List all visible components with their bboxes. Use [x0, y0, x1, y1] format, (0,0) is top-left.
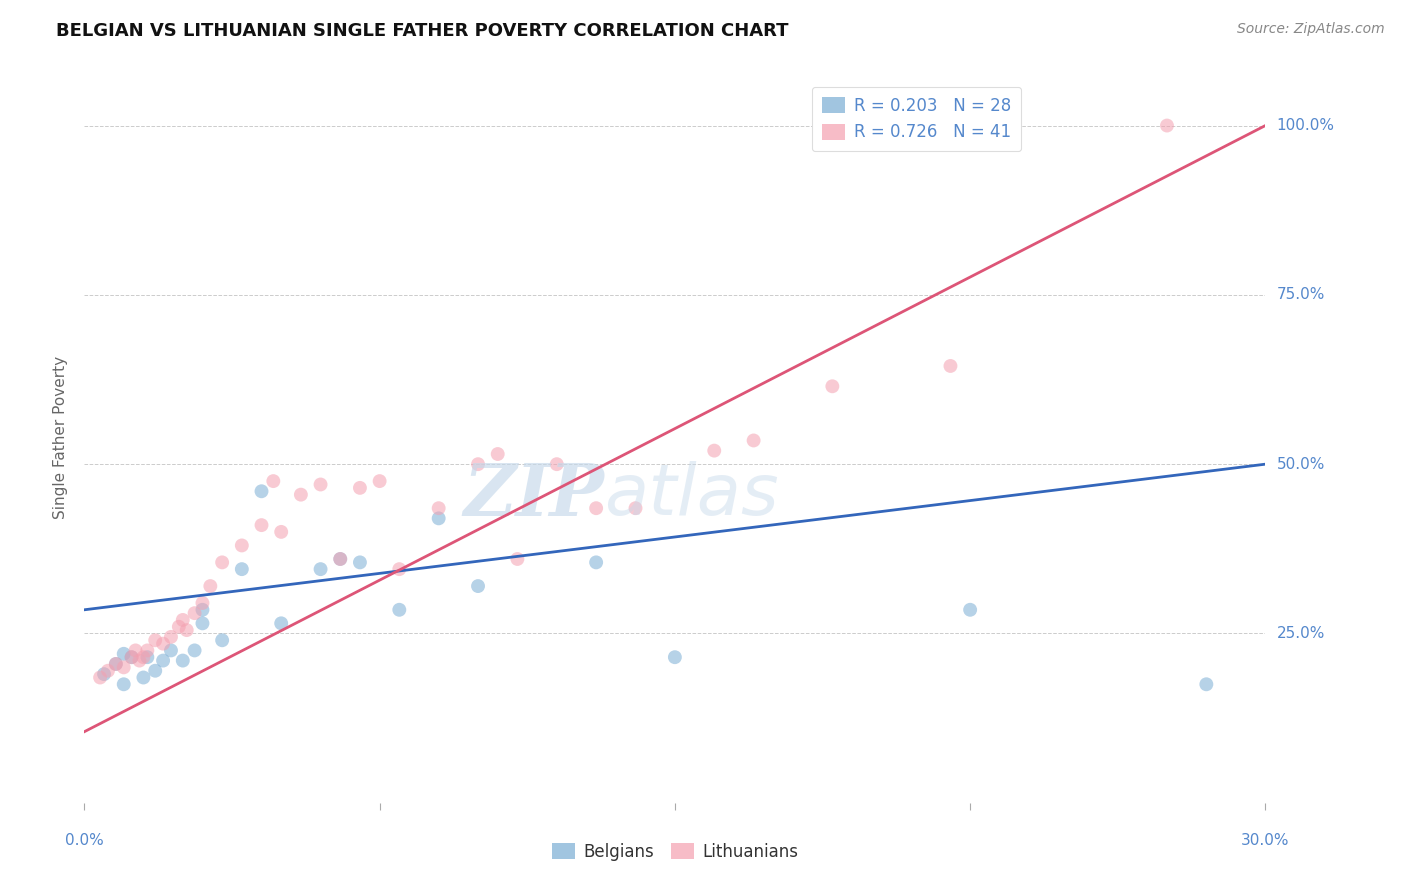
Text: BELGIAN VS LITHUANIAN SINGLE FATHER POVERTY CORRELATION CHART: BELGIAN VS LITHUANIAN SINGLE FATHER POVE… — [56, 22, 789, 40]
Point — [742, 434, 765, 448]
Text: 100.0%: 100.0% — [1277, 118, 1334, 133]
Point — [89, 671, 111, 685]
Point — [585, 555, 607, 569]
Point — [160, 630, 183, 644]
Point — [136, 643, 159, 657]
Point — [112, 660, 135, 674]
Text: ZIP: ZIP — [463, 460, 605, 531]
Point — [624, 501, 647, 516]
Point — [183, 606, 205, 620]
Point — [329, 552, 352, 566]
Point — [132, 671, 155, 685]
Point — [939, 359, 962, 373]
Point — [104, 657, 127, 671]
Point — [506, 552, 529, 566]
Point — [160, 643, 183, 657]
Point — [486, 447, 509, 461]
Point — [546, 457, 568, 471]
Point — [664, 650, 686, 665]
Point — [176, 623, 198, 637]
Point — [191, 596, 214, 610]
Point — [703, 443, 725, 458]
Point — [172, 613, 194, 627]
Point — [132, 650, 155, 665]
Point — [231, 538, 253, 552]
Point — [270, 524, 292, 539]
Point — [250, 484, 273, 499]
Point — [290, 488, 312, 502]
Legend: Belgians, Lithuanians: Belgians, Lithuanians — [546, 837, 804, 868]
Point — [427, 511, 450, 525]
Point — [1195, 677, 1218, 691]
Point — [97, 664, 120, 678]
Text: Source: ZipAtlas.com: Source: ZipAtlas.com — [1237, 22, 1385, 37]
Point — [93, 667, 115, 681]
Point — [211, 555, 233, 569]
Text: atlas: atlas — [605, 461, 779, 530]
Point — [121, 650, 143, 665]
Point — [121, 650, 143, 665]
Point — [467, 457, 489, 471]
Point — [112, 647, 135, 661]
Y-axis label: Single Father Poverty: Single Father Poverty — [53, 356, 69, 518]
Point — [104, 657, 127, 671]
Point — [172, 654, 194, 668]
Text: 25.0%: 25.0% — [1277, 626, 1324, 641]
Point — [211, 633, 233, 648]
Point — [349, 555, 371, 569]
Point — [388, 562, 411, 576]
Point — [585, 501, 607, 516]
Point — [124, 643, 146, 657]
Point — [959, 603, 981, 617]
Point — [270, 616, 292, 631]
Text: 50.0%: 50.0% — [1277, 457, 1324, 472]
Point — [329, 552, 352, 566]
Point — [152, 637, 174, 651]
Point — [191, 603, 214, 617]
Point — [183, 643, 205, 657]
Text: 75.0%: 75.0% — [1277, 287, 1324, 302]
Point — [368, 474, 391, 488]
Point — [388, 603, 411, 617]
Point — [167, 620, 190, 634]
Text: 30.0%: 30.0% — [1241, 833, 1289, 848]
Point — [262, 474, 284, 488]
Point — [200, 579, 222, 593]
Point — [309, 562, 332, 576]
Point — [1156, 119, 1178, 133]
Point — [128, 654, 150, 668]
Point — [349, 481, 371, 495]
Point — [250, 518, 273, 533]
Point — [112, 677, 135, 691]
Point — [821, 379, 844, 393]
Point — [143, 633, 166, 648]
Point — [191, 616, 214, 631]
Point — [427, 501, 450, 516]
Point — [467, 579, 489, 593]
Point — [231, 562, 253, 576]
Point — [136, 650, 159, 665]
Text: 0.0%: 0.0% — [65, 833, 104, 848]
Point — [143, 664, 166, 678]
Point — [152, 654, 174, 668]
Point — [309, 477, 332, 491]
